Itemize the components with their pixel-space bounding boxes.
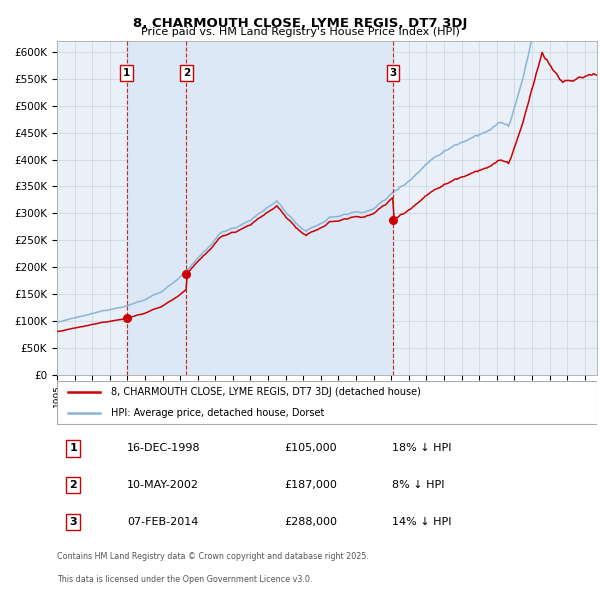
Text: £105,000: £105,000 [284,444,337,454]
Text: HPI: Average price, detached house, Dorset: HPI: Average price, detached house, Dors… [111,408,325,418]
Text: £288,000: £288,000 [284,517,337,527]
Bar [127,41,187,375]
Bar [187,41,393,375]
Text: 8, CHARMOUTH CLOSE, LYME REGIS, DT7 3DJ: 8, CHARMOUTH CLOSE, LYME REGIS, DT7 3DJ [133,17,467,30]
Text: This data is licensed under the Open Government Licence v3.0.: This data is licensed under the Open Gov… [57,575,313,584]
Text: £187,000: £187,000 [284,480,337,490]
Text: 18% ↓ HPI: 18% ↓ HPI [392,444,451,454]
Text: 3: 3 [70,517,77,527]
Text: 1: 1 [123,68,130,78]
Text: 10-MAY-2002: 10-MAY-2002 [127,480,199,490]
Text: 2: 2 [183,68,190,78]
Text: 3: 3 [389,68,397,78]
Text: 8% ↓ HPI: 8% ↓ HPI [392,480,444,490]
Text: 1: 1 [70,444,77,454]
Text: 16-DEC-1998: 16-DEC-1998 [127,444,201,454]
Text: Contains HM Land Registry data © Crown copyright and database right 2025.: Contains HM Land Registry data © Crown c… [57,552,369,562]
Text: 2: 2 [70,480,77,490]
Text: 14% ↓ HPI: 14% ↓ HPI [392,517,451,527]
Text: 07-FEB-2014: 07-FEB-2014 [127,517,199,527]
Text: 8, CHARMOUTH CLOSE, LYME REGIS, DT7 3DJ (detached house): 8, CHARMOUTH CLOSE, LYME REGIS, DT7 3DJ … [111,388,421,398]
Text: Price paid vs. HM Land Registry's House Price Index (HPI): Price paid vs. HM Land Registry's House … [140,27,460,37]
